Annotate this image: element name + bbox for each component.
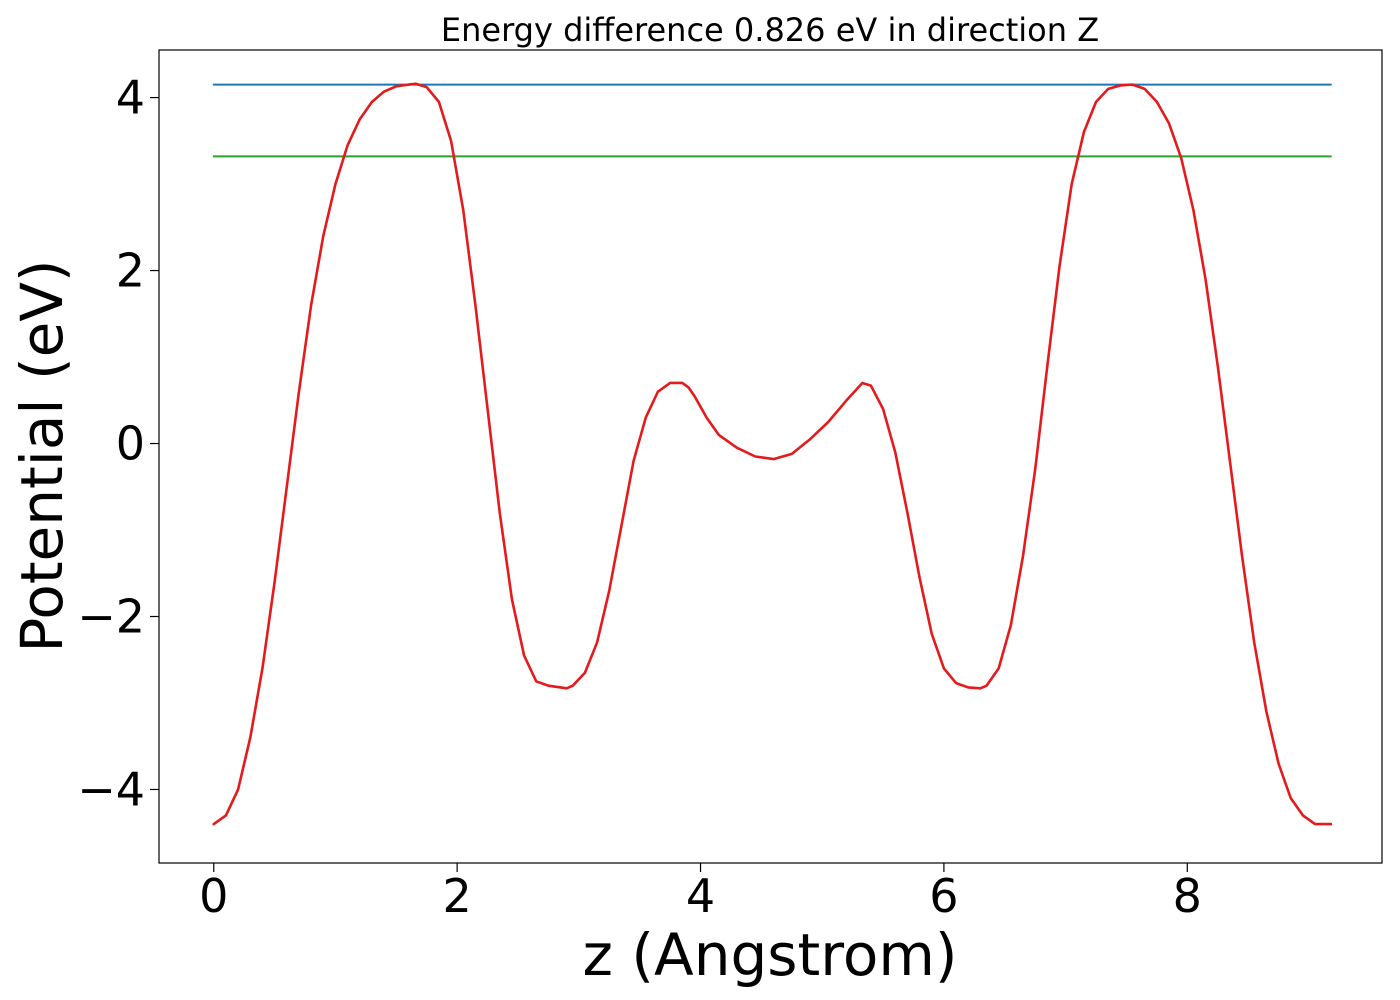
y-axis-label: Potential (eV) [8,259,76,652]
x-axis-label: z (Angstrom) [583,921,958,989]
series-line-2 [212,82,1333,826]
y-tick-label: −2 [77,590,145,644]
y-tick-label: 2 [116,244,145,298]
plot-frame [158,49,1383,864]
y-axis-ticks: −4 −2 0 2 4 [77,71,159,816]
y-tick-label: −4 [77,762,145,816]
x-tick-label: 6 [929,869,958,923]
chart-title: Energy difference 0.826 eV in direction … [441,11,1099,49]
y-tick-label: 0 [116,417,145,471]
x-tick-label: 8 [1173,869,1202,923]
x-tick-label: 0 [199,869,228,923]
x-axis-ticks: 0 2 4 6 8 [199,863,1202,923]
y-tick-label: 4 [116,71,145,125]
x-tick-label: 2 [443,869,472,923]
series-layer [212,82,1333,826]
x-tick-label: 4 [686,869,715,923]
